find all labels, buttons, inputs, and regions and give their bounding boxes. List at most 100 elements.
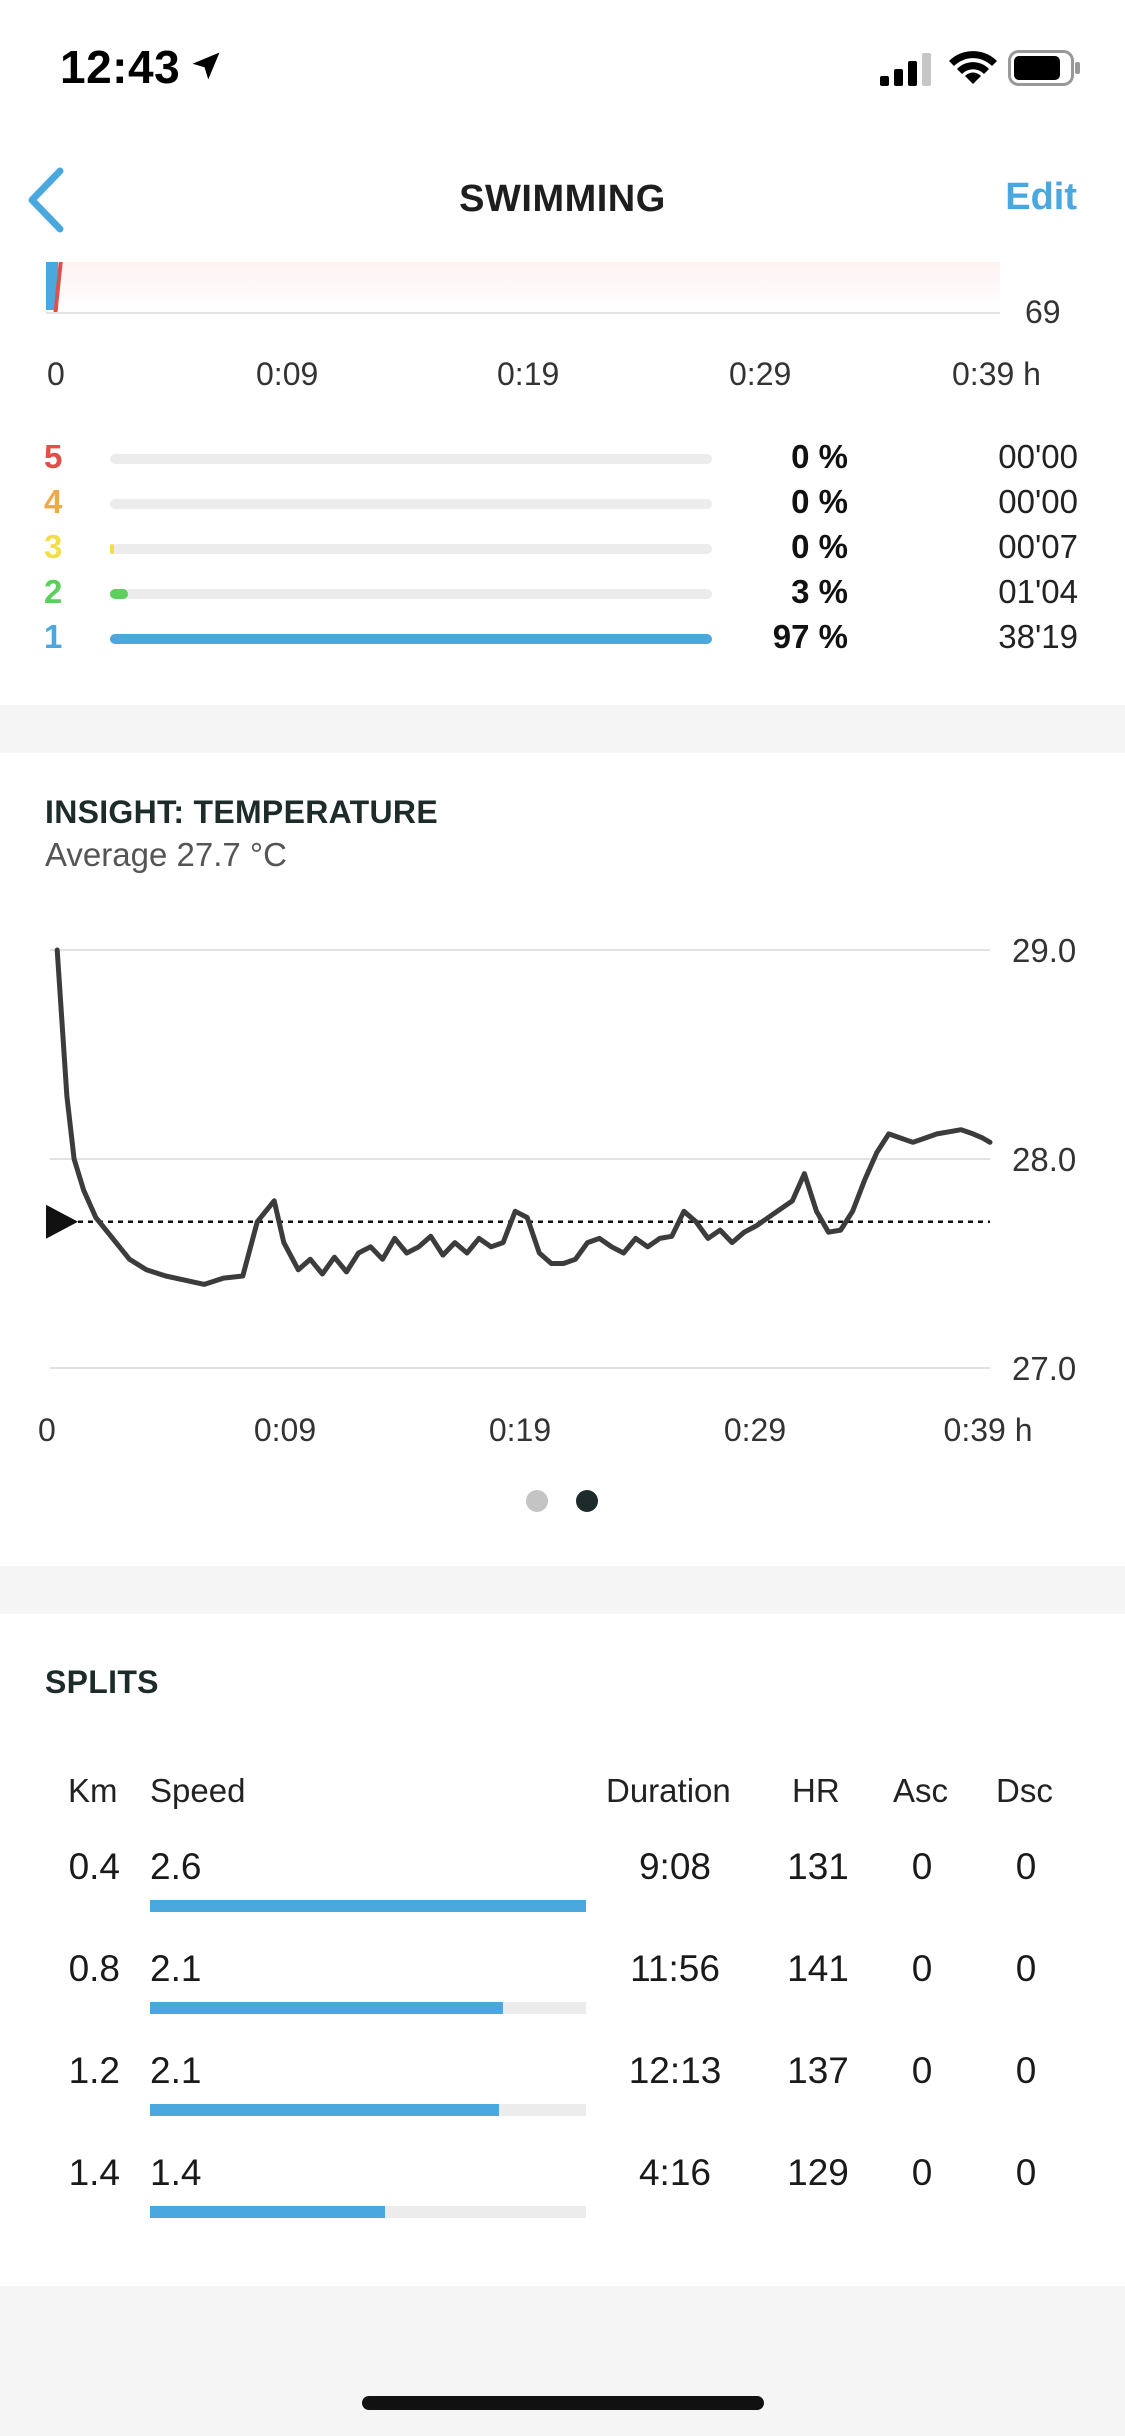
split-row: 0.8 2.1 11:56 141 0 0 xyxy=(0,1948,1125,2028)
status-bar: 12:43 xyxy=(0,0,1125,140)
zone-row: 1 97 % 38'19 xyxy=(0,618,1125,658)
zone-number: 4 xyxy=(44,483,63,520)
section-separator xyxy=(0,1566,1125,1614)
splits-title: SPLITS xyxy=(45,1664,159,1700)
hr-time-tick: 0 xyxy=(47,356,65,392)
splits-header-hr: HR xyxy=(792,1772,840,1809)
split-dsc: 0 xyxy=(1015,2050,1037,2091)
section-separator xyxy=(0,705,1125,753)
hr-time-tick: 0:09 xyxy=(256,356,319,392)
insight-title: INSIGHT: TEMPERATURE xyxy=(45,794,438,830)
split-asc: 0 xyxy=(911,2050,933,2091)
hr-time-tick: 0:29 xyxy=(729,356,792,392)
zone-bar-track xyxy=(110,544,712,554)
split-row: 1.4 1.4 4:16 129 0 0 xyxy=(0,2152,1125,2232)
x-tick-label: 0:39 h xyxy=(944,1412,1033,1448)
split-speed: 2.1 xyxy=(150,1948,202,1989)
location-arrow-icon xyxy=(192,52,220,80)
zone-number: 1 xyxy=(44,618,63,655)
zone-row: 2 3 % 01'04 xyxy=(0,573,1125,613)
zone-number: 3 xyxy=(44,528,63,565)
hr-chart-band xyxy=(46,262,1000,312)
insight-average: Average 27.7 °C xyxy=(45,836,287,873)
speed-bar-fill xyxy=(150,2206,385,2218)
battery-icon xyxy=(1008,50,1080,86)
splits-header-dsc: Dsc xyxy=(996,1772,1053,1809)
split-hr: 137 xyxy=(787,2050,849,2091)
page-indicator[interactable] xyxy=(526,1490,600,1514)
split-asc: 0 xyxy=(911,1846,933,1887)
split-speed: 2.6 xyxy=(150,1846,202,1887)
zone-bar-track xyxy=(110,499,712,509)
split-hr: 131 xyxy=(787,1846,849,1887)
split-km: 0.8 xyxy=(68,1948,120,1989)
zone-percent: 97 % xyxy=(772,618,848,655)
x-tick-label: 0:19 xyxy=(489,1412,551,1448)
split-dsc: 0 xyxy=(1015,1948,1037,1989)
page-dot-2[interactable] xyxy=(576,1490,598,1512)
zone-bar-track xyxy=(110,634,712,644)
zone-row: 5 0 % 00'00 xyxy=(0,438,1125,478)
splits-header-duration: Duration xyxy=(606,1772,731,1809)
y-tick-label: 27.0 xyxy=(1012,1350,1076,1387)
y-tick-label: 28.0 xyxy=(1012,1141,1076,1178)
splits-header-asc: Asc xyxy=(893,1772,949,1809)
status-time: 12:43 xyxy=(60,41,181,93)
back-chevron-icon[interactable] xyxy=(22,165,72,235)
hr-time-tick: 0:19 xyxy=(497,356,560,392)
average-marker-icon xyxy=(46,1204,78,1239)
zone-time: 01'04 xyxy=(998,573,1078,610)
zone-number: 2 xyxy=(44,573,63,610)
splits-header-km: Km xyxy=(68,1772,118,1809)
temperature-series-line xyxy=(54,947,993,1287)
zone-number: 5 xyxy=(44,438,63,475)
speed-bar-fill xyxy=(150,2104,499,2116)
zone-time: 00'07 xyxy=(998,528,1078,565)
zone-bar-track xyxy=(110,589,712,599)
wifi-icon xyxy=(949,51,997,84)
page-title: SWIMMING xyxy=(459,178,666,220)
speed-bar-track xyxy=(150,2002,586,2014)
speed-bar-fill xyxy=(150,2002,503,2014)
x-tick-label: 0 xyxy=(38,1412,56,1448)
split-row: 1.2 2.1 12:13 137 0 0 xyxy=(0,2050,1125,2130)
page-dot-1[interactable] xyxy=(526,1490,548,1512)
zone-bar-fill xyxy=(110,544,114,554)
split-duration: 4:16 xyxy=(638,2152,711,2193)
zone-percent: 0 % xyxy=(791,528,848,565)
edit-button[interactable]: Edit xyxy=(1005,176,1077,218)
zone-bar-track xyxy=(110,454,712,464)
hr-chart-baseline xyxy=(46,312,1000,314)
cellular-signal-icon xyxy=(880,53,931,86)
split-asc: 0 xyxy=(911,1948,933,1989)
splits-header-speed: Speed xyxy=(150,1772,246,1809)
split-dsc: 0 xyxy=(1015,2152,1037,2193)
zone-bar-fill xyxy=(110,634,712,644)
zone-percent: 0 % xyxy=(791,438,848,475)
split-duration: 9:08 xyxy=(638,1846,711,1887)
zone-bar-fill xyxy=(110,589,128,599)
bottom-area xyxy=(0,2286,1125,2436)
zone-percent: 3 % xyxy=(791,573,848,610)
zone-row: 4 0 % 00'00 xyxy=(0,483,1125,523)
split-duration: 12:13 xyxy=(628,2050,722,2091)
split-dsc: 0 xyxy=(1015,1846,1037,1887)
split-km: 1.4 xyxy=(68,2152,120,2193)
hr-axis-label: 69 xyxy=(1025,294,1061,330)
zone-row: 3 0 % 00'07 xyxy=(0,528,1125,568)
split-speed: 1.4 xyxy=(150,2152,202,2193)
split-hr: 129 xyxy=(787,2152,849,2193)
zone-time: 00'00 xyxy=(998,438,1078,475)
home-indicator[interactable] xyxy=(362,2396,764,2410)
temperature-chart: 29.0 28.0 27.0 0 0:09 0:19 0:29 0:39 h xyxy=(38,932,1076,1448)
x-tick-label: 0:29 xyxy=(724,1412,786,1448)
speed-bar-track xyxy=(150,2104,586,2116)
zone-time: 00'00 xyxy=(998,483,1078,520)
speed-bar-track xyxy=(150,2206,586,2218)
zone-percent: 0 % xyxy=(791,483,848,520)
split-speed: 2.1 xyxy=(150,2050,202,2091)
split-hr: 141 xyxy=(787,1948,849,1989)
split-duration: 11:56 xyxy=(630,1948,720,1989)
speed-bar-fill xyxy=(150,1900,586,1912)
split-km: 1.2 xyxy=(68,2050,120,2091)
